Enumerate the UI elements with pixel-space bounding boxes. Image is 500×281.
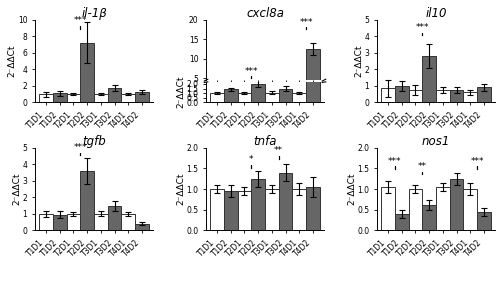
Bar (252, 84, 265, 102)
Bar (53, 215, 66, 230)
Bar (292, 189, 306, 230)
Title: il-1β: il-1β (81, 7, 107, 20)
Bar (464, 92, 477, 102)
Bar (94, 214, 108, 230)
Bar (238, 93, 252, 102)
Text: ***: *** (74, 143, 87, 152)
Bar (408, 189, 422, 230)
Bar (292, 94, 306, 98)
Text: ***: *** (74, 17, 87, 26)
Bar (381, 187, 395, 230)
Bar (464, 189, 477, 230)
Bar (278, 92, 292, 98)
Bar (306, 0, 320, 102)
Y-axis label: 2⁻ΔΔCt: 2⁻ΔΔCt (8, 45, 16, 77)
Bar (252, 90, 265, 98)
Y-axis label: 2⁻ΔΔCt: 2⁻ΔΔCt (354, 45, 363, 77)
Bar (436, 90, 450, 102)
Bar (210, 189, 224, 230)
Bar (66, 214, 80, 230)
Bar (422, 56, 436, 102)
Bar (224, 191, 237, 230)
Bar (53, 93, 66, 102)
Bar (265, 93, 278, 102)
Bar (265, 94, 278, 98)
Bar (422, 205, 436, 230)
Bar (306, 187, 320, 230)
Bar (265, 189, 278, 230)
Text: ***: *** (470, 157, 484, 166)
Bar (210, 94, 224, 98)
Bar (408, 90, 422, 102)
Text: ***: *** (244, 67, 258, 76)
Text: ***: *** (300, 18, 313, 27)
Bar (39, 94, 53, 102)
Title: cxcl8a: cxcl8a (246, 7, 284, 20)
Text: *: * (249, 155, 254, 164)
Text: ***: *** (416, 23, 429, 32)
Bar (306, 49, 320, 98)
Bar (292, 93, 306, 102)
Y-axis label: 2⁻ΔΔCt: 2⁻ΔΔCt (12, 173, 21, 205)
Bar (477, 212, 491, 230)
Bar (80, 171, 94, 230)
Bar (210, 93, 224, 102)
Text: **: ** (418, 162, 427, 171)
Bar (122, 214, 135, 230)
Title: il10: il10 (426, 7, 447, 20)
Bar (278, 173, 292, 230)
Title: tnfa: tnfa (253, 135, 276, 148)
Bar (477, 87, 491, 102)
Bar (135, 224, 149, 230)
Bar (108, 88, 122, 102)
Bar (94, 94, 108, 102)
Bar (252, 179, 265, 230)
Bar (278, 89, 292, 102)
Y-axis label: 2⁻ΔΔCt: 2⁻ΔΔCt (176, 173, 185, 205)
Y-axis label: 2⁻ΔΔCt: 2⁻ΔΔCt (176, 76, 185, 108)
Bar (135, 92, 149, 102)
Bar (238, 94, 252, 98)
Bar (224, 92, 237, 98)
Text: ***: *** (388, 157, 402, 166)
Bar (39, 214, 53, 230)
Y-axis label: 2⁻ΔΔCt: 2⁻ΔΔCt (347, 173, 356, 205)
Bar (224, 89, 237, 102)
Bar (80, 43, 94, 102)
Title: nos1: nos1 (422, 135, 450, 148)
Bar (66, 94, 80, 102)
Bar (450, 179, 464, 230)
Bar (395, 214, 408, 230)
Bar (395, 86, 408, 102)
Bar (436, 187, 450, 230)
Text: **: ** (274, 146, 283, 155)
Bar (381, 88, 395, 102)
Bar (122, 94, 135, 102)
Bar (450, 90, 464, 102)
Title: tgfb: tgfb (82, 135, 106, 148)
Bar (238, 191, 252, 230)
Bar (108, 206, 122, 230)
